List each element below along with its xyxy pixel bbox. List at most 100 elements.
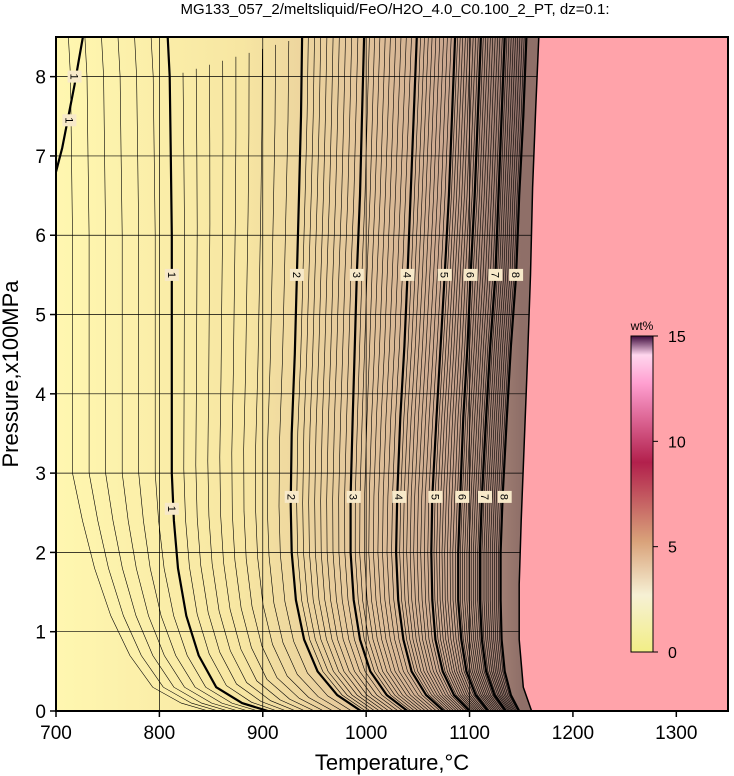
minor-contour-line [314, 37, 380, 711]
contour-label-group: 7 [478, 490, 492, 503]
colorbar: wt% 0 5 10 15 [630, 319, 686, 662]
contour-label-group: 7 [488, 268, 503, 281]
x-axis: 700 800 900 1000 1100 1200 1300 [40, 711, 697, 744]
minor-contour-line [326, 37, 390, 711]
contour-label: 7 [488, 272, 500, 278]
minor-contour-line [373, 37, 426, 711]
y-tick-label: 6 [35, 226, 46, 247]
y-tick-label: 8 [35, 68, 46, 89]
minor-contour-line [386, 37, 437, 711]
contour-label-bg [164, 268, 179, 281]
contour-label-group: 3 [349, 268, 364, 281]
contour-label: 1 [68, 74, 80, 80]
contour-label-group: 1 [67, 70, 82, 83]
minor-contour-line [243, 52, 324, 711]
minor-contour-line [195, 68, 287, 711]
major-contour-2 [289, 37, 362, 711]
colorbar-tick-label: 10 [668, 434, 686, 451]
contour-label: 8 [509, 272, 521, 278]
minor-contour-line [468, 37, 498, 711]
contour-label-group: 3 [346, 490, 361, 503]
y-tick-label: 2 [35, 543, 46, 564]
contour-label: 1 [165, 272, 177, 278]
minor-contour-line [406, 37, 452, 711]
contour-label: 2 [290, 272, 302, 278]
minor-contour-line [219, 60, 306, 711]
minor-contour-line [470, 37, 499, 711]
above-liquidus-region [518, 37, 728, 711]
contour-label-group: 6 [463, 268, 478, 281]
minor-contour-line [492, 37, 518, 711]
contour-label-bg [392, 490, 407, 503]
x-tick-label: 1100 [449, 723, 490, 744]
minor-contour-line [441, 37, 478, 711]
contour-label-bg [428, 490, 443, 503]
minor-contour-line [255, 48, 334, 711]
contour-label-bg [488, 268, 503, 281]
minor-contour-line [409, 37, 455, 711]
y-axis: 0 1 2 3 4 5 6 7 8 [35, 68, 56, 723]
contour-label-group: 6 [455, 490, 470, 503]
minor-contour-line [344, 37, 404, 711]
minor-contour-line [101, 37, 229, 711]
colorbar-unit: wt% [630, 319, 654, 333]
x-tick-label: 1200 [552, 723, 594, 744]
contour-label-bg [62, 114, 77, 127]
minor-contour-line [494, 37, 521, 711]
colorbar-ticks: 0 5 10 15 [653, 329, 686, 662]
contour-label-bg [455, 490, 470, 503]
minor-contour-line [134, 37, 249, 711]
contour-label-group: 1 [164, 268, 179, 281]
contour-label-group: 1 [62, 114, 77, 127]
y-tick-label: 4 [35, 385, 46, 406]
contour-label: 5 [428, 494, 440, 500]
x-tick-label: 1300 [655, 723, 697, 744]
minor-contour-line [382, 37, 433, 711]
minor-contour-line [489, 37, 516, 711]
y-tick-label: 5 [35, 306, 46, 327]
minor-contour-line [308, 37, 376, 711]
minor-contour-line [475, 37, 503, 711]
x-axis-label: Temperature,°C [315, 750, 469, 775]
contour-label-group: 1 [164, 502, 179, 515]
minor-contour-line [231, 56, 315, 711]
minor-contour-line [413, 37, 457, 711]
minor-contour-line [182, 72, 278, 711]
contour-label: 4 [401, 272, 413, 278]
contour-label-group: 2 [284, 490, 299, 503]
contour-label-bg [463, 268, 478, 281]
minor-contour-line [447, 37, 481, 711]
major-contour-1 [166, 37, 269, 711]
contour-label-bg [437, 268, 452, 281]
contour-label-group: 2 [289, 268, 304, 281]
contour-label-group: 5 [437, 268, 452, 281]
minor-contour-line [302, 37, 371, 711]
contour-label: 3 [350, 272, 362, 278]
contour-label: 1 [62, 117, 74, 123]
contour-label-bg [289, 268, 304, 281]
contour-label-bg [478, 490, 492, 503]
contour-labels: 1 1 2 2 3 3 4 4 5 5 6 6 7 7 8 8 1 1 [62, 70, 524, 515]
minor-contour-line [420, 37, 463, 711]
contour-label: 6 [455, 494, 467, 500]
minor-contour-line [473, 37, 501, 711]
x-tick-label: 900 [247, 723, 279, 744]
minor-contour-line [368, 37, 423, 711]
minor-contour-line [377, 37, 430, 711]
contour-label-bg [67, 70, 82, 83]
minor-contour-line [332, 37, 394, 711]
contour-label: 6 [464, 272, 476, 278]
minor-contour-line [296, 37, 366, 711]
major-contour-left-1 [56, 37, 84, 173]
contour-label-bg [164, 502, 179, 515]
colorbar-tick-label: 15 [668, 329, 686, 346]
contour-label: 2 [285, 494, 297, 500]
contour-label: 3 [347, 494, 359, 500]
contour-label: 5 [438, 272, 450, 278]
chart-title: MG133_057_2/meltsliquid/FeO/H2O_4.0_C0.1… [180, 1, 609, 18]
colorbar-gradient [630, 335, 654, 653]
contour-label-group: 4 [400, 268, 415, 281]
plot-frame [55, 36, 729, 712]
minor-contour-line [278, 40, 352, 711]
